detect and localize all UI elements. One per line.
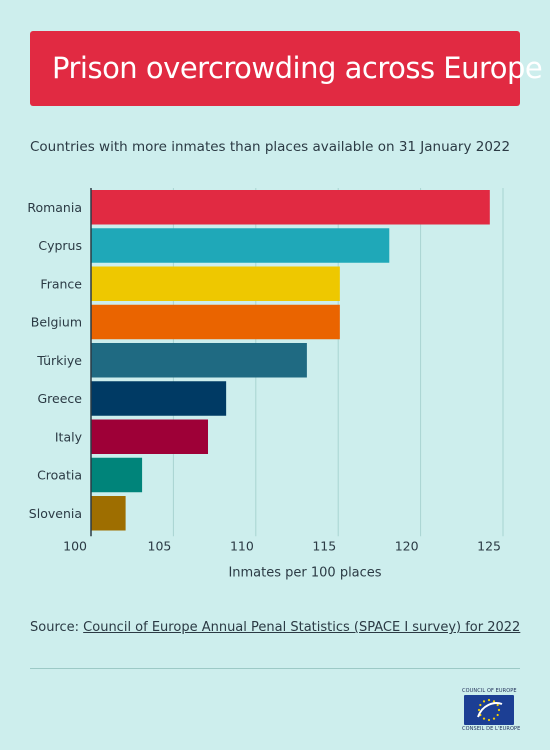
bar-italy bbox=[91, 419, 209, 454]
bar-belgium bbox=[91, 304, 340, 340]
flag-star-icon bbox=[496, 713, 499, 717]
source-link[interactable]: Council of Europe Annual Penal Statistic… bbox=[83, 620, 521, 635]
source-prefix: Source: bbox=[30, 620, 84, 635]
logo-bottom-text: CONSEIL DE L'EUROPE bbox=[462, 726, 521, 732]
flag-star-icon bbox=[479, 703, 482, 707]
chart-title: Prison overcrowding across Europe bbox=[52, 51, 543, 85]
x-tick-label: 120 bbox=[395, 538, 419, 553]
flag-star-icon bbox=[482, 700, 486, 703]
flag-star-icon bbox=[487, 718, 491, 722]
logo-top-text: COUNCIL OF EUROPE bbox=[462, 688, 517, 694]
category-label: Romania bbox=[27, 200, 82, 215]
chart-subtitle: Countries with more inmates than places … bbox=[30, 139, 511, 155]
divider bbox=[30, 668, 520, 669]
category-label: Croatia bbox=[37, 468, 82, 483]
bar-croatia bbox=[91, 457, 143, 493]
x-tick-label: 105 bbox=[148, 538, 172, 553]
bar-france bbox=[91, 266, 340, 301]
x-axis-title: Inmates per 100 places bbox=[228, 565, 381, 580]
flag-star-icon bbox=[497, 708, 501, 712]
x-tick-label: 115 bbox=[312, 538, 336, 553]
category-label: Slovenia bbox=[29, 506, 82, 521]
bar-cyprus bbox=[91, 228, 390, 263]
x-tick-label: 125 bbox=[477, 538, 501, 553]
bar-slovenia bbox=[91, 496, 126, 531]
flag-star-icon bbox=[492, 700, 496, 703]
bar-romania bbox=[91, 190, 490, 225]
category-label: Türkiye bbox=[36, 353, 82, 368]
flag-star-icon bbox=[496, 703, 499, 707]
europe-flag-icon bbox=[464, 695, 514, 725]
bar-türkiye bbox=[91, 343, 307, 378]
category-label: Italy bbox=[55, 429, 83, 444]
x-tick-label: 100 bbox=[63, 538, 87, 553]
flag-star-icon bbox=[487, 698, 491, 702]
category-label: Greece bbox=[38, 391, 83, 406]
x-tick-label: 110 bbox=[230, 538, 254, 553]
flag-star-icon bbox=[492, 717, 496, 720]
bar-chart: Romania Cyprus France Belgium Türkiye Greece I… bbox=[27, 188, 504, 580]
flag-star-icon bbox=[477, 708, 481, 712]
source-note: Source: Council of Europe Annual Penal S… bbox=[30, 620, 520, 635]
title-banner: Prison overcrowding across Europe bbox=[30, 31, 543, 106]
flag-star-icon bbox=[482, 717, 486, 720]
category-label: Cyprus bbox=[38, 238, 82, 253]
category-label: Belgium bbox=[31, 315, 82, 330]
bar-greece bbox=[91, 381, 227, 416]
category-label: France bbox=[40, 276, 82, 291]
council-of-europe-logo: COUNCIL OF EUROPE CONSEIL DE L'EUROPE bbox=[462, 688, 521, 732]
